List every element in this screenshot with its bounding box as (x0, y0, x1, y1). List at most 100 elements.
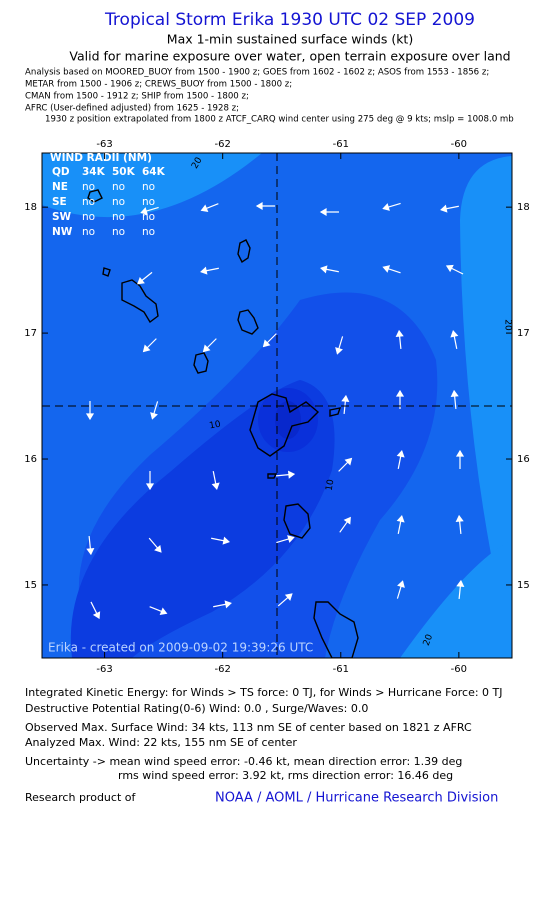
arrow-head (319, 207, 327, 217)
arrow-head (396, 450, 405, 458)
arrow-head (255, 201, 263, 211)
arrow-head (395, 329, 404, 338)
arrow-head (92, 611, 101, 620)
research-label: Research product of (25, 791, 136, 804)
map-frame (41, 152, 513, 659)
radii-column: 64K (142, 166, 166, 178)
x-tick-label: -60 (451, 664, 467, 675)
radii-cell: no (142, 196, 155, 208)
x-tick-label: -62 (215, 139, 231, 150)
arrow-head (445, 264, 454, 273)
validity: Valid for marine exposure over water, op… (69, 49, 510, 64)
y-tick-label: 15 (24, 580, 37, 591)
wind-field (42, 153, 512, 658)
arrow-head (222, 536, 230, 545)
arrow-head (382, 265, 391, 273)
radii-column: 34K (82, 166, 106, 178)
dark-region (70, 380, 335, 658)
source-line: CMAN from 1500 - 1912 z; SHIP from 1500 … (25, 92, 249, 102)
arrow-head (159, 607, 168, 616)
radii-cell: no (142, 226, 155, 238)
radii-cell: no (82, 181, 95, 193)
axes: -63 -63 -62 -62 -61 -61 -60 -60 15 15 16 16 17 17 18 18 (24, 139, 529, 675)
arrow-head (396, 515, 405, 523)
y-tick-label: 16 (24, 454, 37, 465)
footer-line: Destructive Potential Rating(0-6) Wind: … (25, 702, 368, 715)
arrow-head (85, 413, 95, 421)
radii-cell: no (142, 181, 155, 193)
arrow-head (224, 600, 232, 609)
footer-line: Observed Max. Surface Wind: 34 kts, 113 … (25, 721, 472, 734)
contour-label: 10 (325, 478, 337, 491)
radii-cell: SW (52, 211, 72, 223)
x-tick-label: -60 (451, 139, 467, 150)
footer-line: rms wind speed error: 3.92 kt, rms direc… (118, 769, 453, 782)
arrow-head (455, 449, 465, 457)
source-line: Analysis based on MOORED_BUOY from 1500 … (25, 68, 489, 78)
radii-column: 50K (112, 166, 136, 178)
radii-cell: no (112, 226, 125, 238)
core-region (275, 401, 301, 439)
y-tick-label: 17 (24, 328, 37, 339)
radii-cell: no (142, 211, 155, 223)
arrow-head (343, 516, 351, 525)
arrow-head (344, 457, 353, 466)
arrow-head (284, 593, 293, 601)
footer-line: Integrated Kinetic Energy: for Winds > T… (25, 686, 503, 699)
contour-label: 10 (209, 420, 222, 432)
arrow-head (137, 276, 145, 285)
organization[interactable]: NOAA / AOML / Hurricane Research Divisio… (215, 791, 498, 806)
arrow-head (202, 344, 211, 353)
arrow-head (86, 547, 95, 556)
footer-line: Analyzed Max. Wind: 22 kts, 155 nm SE of… (25, 736, 297, 749)
radii-cell: no (82, 196, 95, 208)
arrow-head (455, 514, 464, 523)
arrow-head (456, 579, 465, 588)
position-note: 1930 z position extrapolated from 1800 z… (45, 115, 514, 125)
footer-line: Uncertainty -> mean wind speed error: -0… (25, 755, 462, 768)
arrow-head (395, 389, 405, 397)
radii-cell: no (112, 211, 125, 223)
contour-label: 20 (503, 319, 513, 331)
radii-cell: no (82, 211, 95, 223)
arrow-head (142, 344, 151, 353)
x-tick-label: -61 (333, 664, 349, 675)
x-tick-label: -62 (215, 664, 231, 675)
radii-cell: no (112, 181, 125, 193)
radii-cell: SE (52, 196, 67, 208)
arrow-head (211, 482, 220, 490)
credit: Erika - created on 2009-09-02 19:39:26 U… (48, 641, 313, 655)
y-tick-label: 18 (517, 202, 530, 213)
arrow-head (140, 207, 148, 215)
arrow-head (335, 347, 343, 355)
title: Tropical Storm Erika 1930 UTC 02 SEP 200… (104, 10, 475, 30)
arrow-head (450, 389, 459, 398)
arrow-head (262, 339, 271, 348)
arrow-head (341, 394, 350, 403)
radii-cell: no (112, 196, 125, 208)
arrow-head (200, 204, 209, 213)
arrow-head (287, 535, 295, 543)
arrow-head (154, 544, 162, 553)
x-tick-label: -61 (333, 139, 349, 150)
x-tick-label: -63 (96, 139, 112, 150)
x-tick-label: -63 (96, 664, 112, 675)
arrow-head (397, 580, 405, 588)
arrow-head (320, 265, 328, 274)
arrow-head (200, 266, 208, 275)
wind-vectors (85, 201, 465, 620)
radii-column: QD (52, 166, 70, 178)
wind-radii-title: WIND RADII (NM) (50, 152, 152, 164)
y-tick-label: 17 (517, 328, 530, 339)
source-line: AFRC (User-defined adjusted) from 1625 -… (25, 104, 239, 114)
arrow-head (382, 203, 390, 211)
radii-cell: NE (52, 181, 68, 193)
y-tick-label: 16 (517, 454, 530, 465)
arrow-head (145, 483, 155, 491)
y-tick-label: 15 (517, 580, 530, 591)
arrow-head (287, 470, 296, 479)
subtitle: Max 1-min sustained surface winds (kt) (167, 32, 413, 47)
contour-label: 20 (422, 633, 435, 647)
light-region (400, 540, 512, 658)
